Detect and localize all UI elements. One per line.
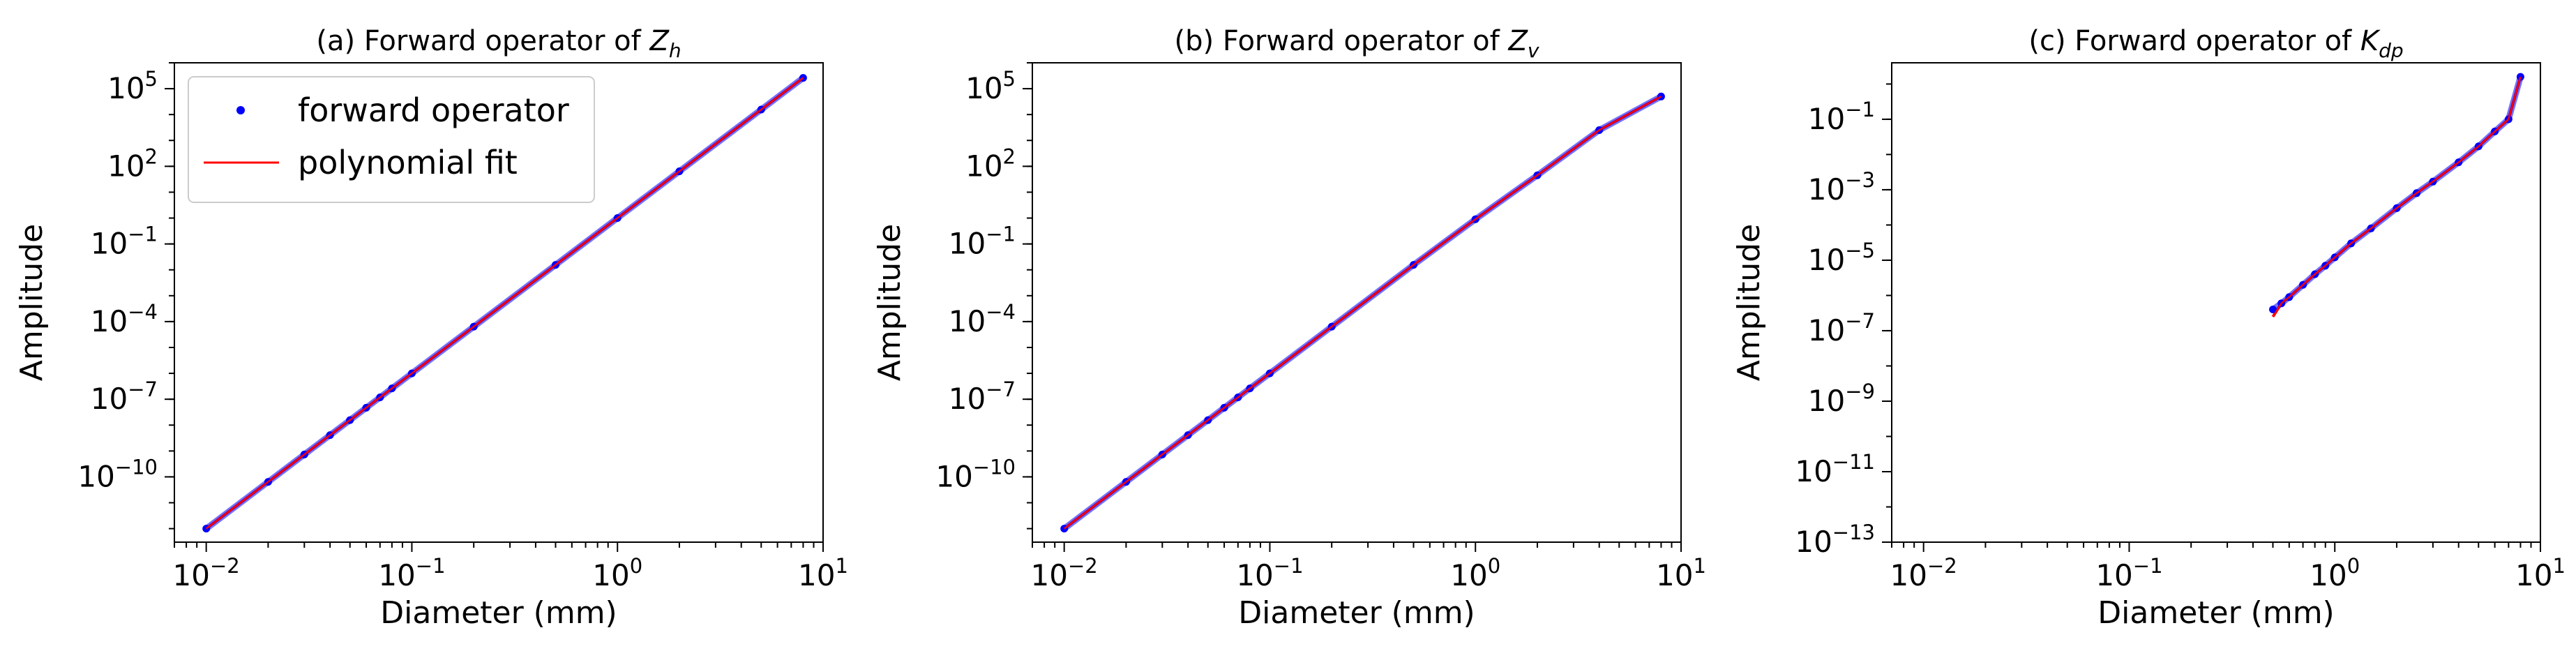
y-tick-label: 105 [107, 67, 158, 105]
y-tick-label: 10−4 [91, 300, 158, 338]
y-axis-label: Amplitude [14, 224, 50, 381]
y-tick-label: 10−7 [1808, 309, 1875, 347]
y-tick-label: 105 [965, 67, 1016, 105]
x-tick-label: 101 [2515, 554, 2566, 592]
panel-title: (a) Forward operator of Zh [316, 25, 681, 62]
legend: forward operator polynomial fit [188, 76, 595, 203]
y-tick-label: 10−3 [1808, 168, 1875, 207]
series-band-forward-operator [1061, 93, 1664, 532]
legend-frame [188, 76, 595, 203]
x-tick-label: 10−1 [1236, 554, 1303, 592]
y-tick-label: 10−5 [1808, 239, 1875, 277]
y-axis-label: Amplitude [1731, 224, 1767, 381]
plot-area [2269, 73, 2524, 317]
axes-frame [174, 62, 824, 543]
y-tick-label: 10−7 [91, 377, 158, 416]
x-axis-label: Diameter (mm) [1238, 595, 1475, 631]
y-tick-label: 10−10 [77, 455, 158, 493]
x-tick-label: 100 [2310, 554, 2360, 592]
y-tick-label: 10−13 [1795, 521, 1875, 559]
x-tick-label: 10−2 [1031, 554, 1098, 592]
x-tick-label: 101 [798, 554, 848, 592]
axes-frame [1032, 62, 1682, 543]
y-tick-label: 10−1 [1808, 98, 1875, 136]
y-tick-label: 10−1 [949, 223, 1016, 261]
series-band-forward-operator [2270, 73, 2524, 313]
y-tick-label: 10−10 [935, 455, 1016, 493]
axes-frame [1891, 62, 2541, 543]
x-tick-label: 100 [592, 554, 642, 592]
x-tick-label: 100 [1450, 554, 1500, 592]
plot-area [202, 74, 807, 533]
panel-2: (b) Forward operator of Zv 10−2 10−1 100 101… [872, 25, 1706, 631]
x-axis-label: Diameter (mm) [2097, 595, 2334, 631]
y-tick-label: 10−7 [949, 377, 1016, 416]
series-line-polynomial-fit-overlay [205, 77, 804, 530]
y-tick-label: 102 [107, 144, 158, 183]
legend-symbol-dots [236, 106, 245, 114]
y-tick-label: 10−11 [1795, 450, 1875, 488]
panel-1: (a) Forward operator of Zh 10−2 10−1 100 101… [14, 25, 848, 631]
legend-label: polynomial fit [298, 144, 518, 181]
y-axis-label: Amplitude [872, 224, 907, 381]
panel-3: (c) Forward operator of Kdp 10−2 10−1 100 10… [1731, 25, 2566, 631]
x-tick-label: 10−1 [378, 554, 445, 592]
panel-title: (c) Forward operator of Kdp [2028, 25, 2403, 62]
y-tick-label: 102 [965, 144, 1016, 183]
x-tick-label: 10−2 [173, 554, 240, 592]
panel-title: (b) Forward operator of Zv [1175, 25, 1539, 62]
x-tick-label: 10−1 [2095, 554, 2162, 592]
legend-label: forward operator [298, 91, 569, 129]
x-tick-label: 101 [1656, 554, 1706, 592]
y-tick-label: 10−4 [949, 300, 1016, 338]
plot-area [1060, 92, 1665, 533]
series-line-polynomial-fit-overlay [1063, 96, 1662, 530]
series-line-polynomial-fit-overlay [2272, 76, 2522, 317]
x-axis-label: Diameter (mm) [380, 595, 617, 631]
x-tick-label: 10−2 [1890, 554, 1957, 592]
y-tick-label: 10−1 [91, 223, 158, 261]
y-tick-label: 10−9 [1808, 380, 1875, 418]
